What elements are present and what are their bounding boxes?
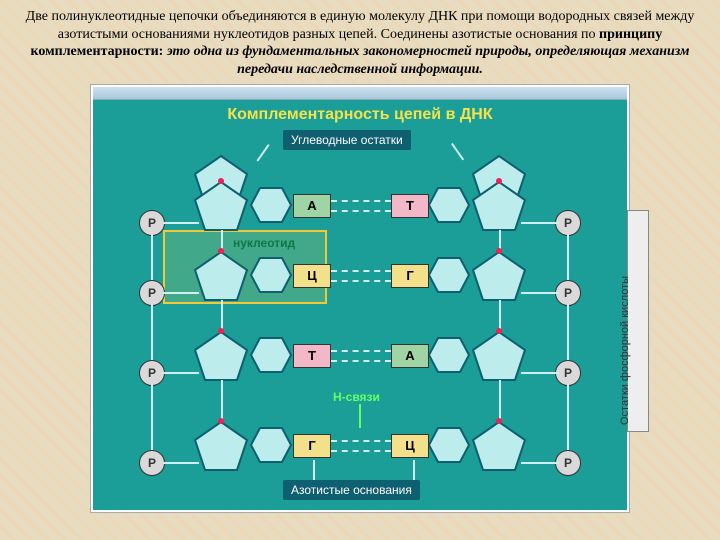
sugar-pentagon	[193, 180, 249, 232]
dot-icon	[218, 248, 224, 254]
intro-italic: это одна из фундаментальных закономернос…	[167, 44, 690, 77]
hydrogen-bond	[331, 200, 391, 202]
backbone-link	[151, 304, 153, 364]
sugar-pentagon	[471, 420, 527, 472]
dot-icon	[496, 248, 502, 254]
base-hexagon	[249, 336, 293, 374]
base-Ц: Ц	[293, 264, 331, 288]
backbone-link	[163, 462, 199, 464]
base-А: А	[391, 344, 429, 368]
backbone-link	[151, 384, 153, 454]
dot-icon	[218, 178, 224, 184]
phosphate-circle: Р	[139, 360, 165, 386]
hbond-label: Н-связи	[333, 390, 380, 404]
sugar-pentagon	[193, 330, 249, 382]
base-Г: Г	[293, 434, 331, 458]
nitrogen-bases-label: Азотистые основания	[283, 480, 420, 500]
hbond-arrow	[359, 404, 361, 428]
base-Г: Г	[391, 264, 429, 288]
base-hexagon	[427, 256, 471, 294]
hydrogen-bond	[331, 450, 391, 452]
sugar-pentagon	[471, 250, 527, 302]
base-Ц: Ц	[391, 434, 429, 458]
sugar-pentagon	[471, 180, 527, 232]
hydrogen-bond	[331, 350, 391, 352]
sugar-pentagon	[193, 250, 249, 302]
sugar-pentagon	[193, 420, 249, 472]
connector-line	[313, 460, 315, 480]
phosphate-side-label: Остатки фосфорной кислоты	[627, 210, 649, 432]
connector-line	[257, 144, 270, 162]
backbone-link	[567, 384, 569, 454]
backbone-link	[521, 372, 559, 374]
phosphate-circle: Р	[139, 450, 165, 476]
dot-icon	[218, 418, 224, 424]
hydrogen-bond	[331, 210, 391, 212]
base-А: А	[293, 194, 331, 218]
phosphate-circle: Р	[139, 280, 165, 306]
base-Т: Т	[293, 344, 331, 368]
intro-part1: Две полинуклеотидные цепочки объединяютс…	[26, 9, 695, 42]
phosphate-circle: Р	[139, 210, 165, 236]
hydrogen-bond	[331, 270, 391, 272]
backbone-link	[567, 304, 569, 364]
diagram-title: Комплементарность цепей в ДНК	[93, 106, 627, 124]
backbone-link	[521, 292, 559, 294]
base-hexagon	[427, 336, 471, 374]
sugar-pentagon	[471, 330, 527, 382]
backbone-link	[221, 380, 223, 422]
base-hexagon	[249, 256, 293, 294]
figure-frame: Комплементарность цепей в ДНК Углеводные…	[90, 84, 630, 513]
dot-icon	[496, 418, 502, 424]
backbone-link	[521, 462, 559, 464]
backbone-link	[163, 222, 199, 224]
connector-line	[451, 143, 464, 161]
base-Т: Т	[391, 194, 429, 218]
backbone-link	[499, 380, 501, 422]
backbone-link	[567, 234, 569, 284]
base-hexagon	[427, 426, 471, 464]
base-hexagon	[249, 186, 293, 224]
connector-line	[413, 460, 415, 480]
carbohydrate-label: Углеводные остатки	[283, 130, 411, 150]
intro-paragraph: Две полинуклеотидные цепочки объединяютс…	[20, 8, 700, 78]
dot-icon	[496, 178, 502, 184]
backbone-link	[151, 234, 153, 284]
hydrogen-bond	[331, 280, 391, 282]
backbone-link	[163, 292, 199, 294]
backbone-link	[521, 222, 559, 224]
dna-diagram: Комплементарность цепей в ДНК Углеводные…	[93, 100, 627, 510]
dot-icon	[218, 328, 224, 334]
hydrogen-bond	[331, 360, 391, 362]
dot-icon	[496, 328, 502, 334]
nucleotide-label: нуклеотид	[233, 236, 295, 250]
hydrogen-bond	[331, 440, 391, 442]
base-hexagon	[249, 426, 293, 464]
backbone-link	[163, 372, 199, 374]
image-toolbar	[93, 87, 627, 100]
base-hexagon	[427, 186, 471, 224]
